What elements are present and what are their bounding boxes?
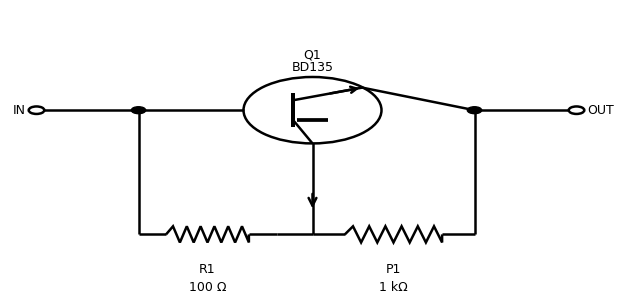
Text: R1: R1 xyxy=(199,263,216,276)
Text: IN: IN xyxy=(12,104,26,117)
Text: 1 kΩ: 1 kΩ xyxy=(379,281,408,294)
Circle shape xyxy=(131,107,146,114)
Text: OUT: OUT xyxy=(588,104,614,117)
Text: Q1: Q1 xyxy=(304,48,321,61)
Text: BD135: BD135 xyxy=(291,61,334,74)
Circle shape xyxy=(468,107,482,114)
Text: P1: P1 xyxy=(386,263,401,276)
Text: 100 Ω: 100 Ω xyxy=(189,281,226,294)
